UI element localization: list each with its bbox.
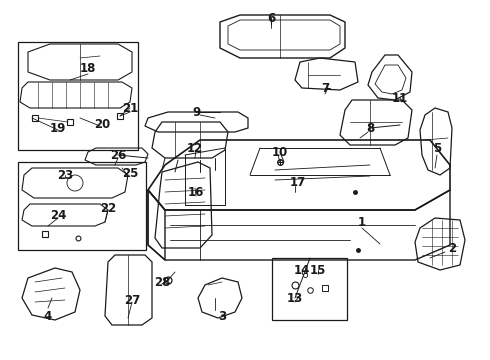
Text: 22: 22: [100, 202, 116, 215]
Text: 21: 21: [122, 102, 138, 114]
Text: 14: 14: [294, 264, 310, 276]
Text: 23: 23: [57, 168, 73, 181]
Text: 24: 24: [50, 208, 66, 221]
Text: 25: 25: [122, 166, 138, 180]
Text: 26: 26: [110, 149, 126, 162]
Bar: [18, 42, 138, 150]
Text: 11: 11: [392, 91, 408, 104]
Text: 3: 3: [218, 310, 226, 323]
Text: 6: 6: [267, 12, 275, 24]
Text: 20: 20: [94, 117, 110, 131]
Text: 12: 12: [187, 141, 203, 154]
Bar: [18, 162, 146, 250]
Text: 27: 27: [124, 293, 140, 306]
Bar: [272, 258, 347, 320]
Text: 28: 28: [154, 275, 170, 288]
Text: 16: 16: [188, 185, 204, 198]
Text: 7: 7: [321, 81, 329, 95]
Text: 19: 19: [50, 122, 66, 135]
Text: 8: 8: [366, 122, 374, 135]
Text: 13: 13: [287, 292, 303, 305]
Text: 5: 5: [433, 141, 441, 154]
Text: 18: 18: [80, 62, 96, 75]
Text: 10: 10: [272, 145, 288, 158]
Text: 15: 15: [310, 264, 326, 276]
Text: 4: 4: [44, 310, 52, 323]
Text: 17: 17: [290, 176, 306, 189]
Text: 2: 2: [448, 242, 456, 255]
Text: 9: 9: [192, 105, 200, 118]
Text: 1: 1: [358, 216, 366, 229]
